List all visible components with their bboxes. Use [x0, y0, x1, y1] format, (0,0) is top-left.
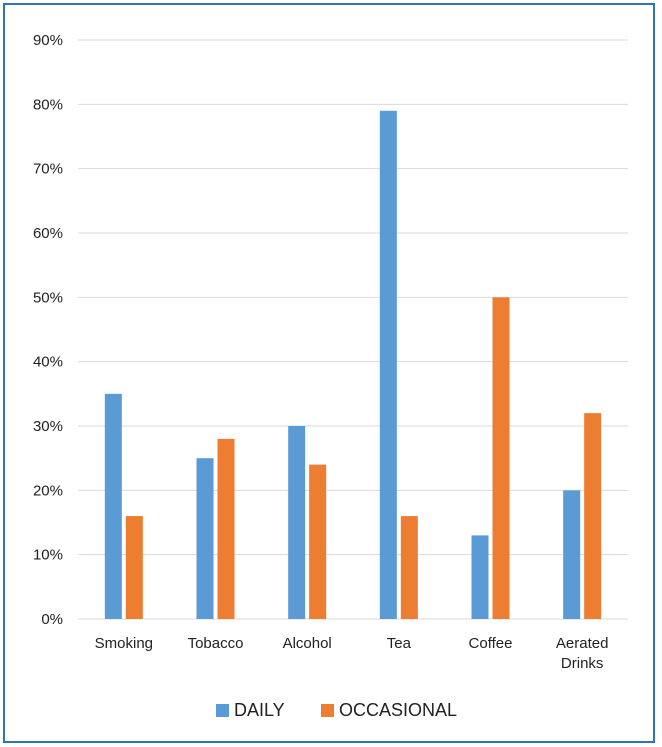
bar-occasional-2	[309, 464, 327, 619]
y-tick-label: 90%	[33, 32, 63, 49]
y-tick-label: 50%	[33, 289, 63, 306]
legend-label-occasional: OCCASIONAL	[339, 700, 457, 720]
y-tick-label: 30%	[33, 418, 63, 435]
bar-daily-2	[288, 426, 306, 619]
y-tick-label: 60%	[33, 225, 63, 242]
bar-occasional-5	[584, 413, 602, 619]
bar-daily-0	[104, 393, 122, 619]
x-category-label: Tea	[387, 635, 412, 652]
y-tick-label: 70%	[33, 161, 63, 178]
y-tick-label: 80%	[33, 96, 63, 113]
bar-daily-4	[471, 535, 489, 619]
x-category-label: Drinks	[561, 655, 604, 672]
x-category-label: Aerated	[556, 635, 609, 652]
y-tick-label: 0%	[41, 611, 63, 628]
bar-occasional-3	[400, 516, 418, 619]
y-tick-label: 20%	[33, 482, 63, 499]
bar-daily-3	[379, 110, 397, 620]
bar-occasional-4	[492, 297, 510, 619]
chart-frame	[3, 3, 655, 743]
legend-swatch-daily	[216, 704, 229, 717]
x-category-label: Alcohol	[283, 635, 332, 652]
legend-swatch-occasional	[321, 704, 334, 717]
bar-occasional-1	[217, 438, 235, 619]
y-tick-label: 10%	[33, 547, 63, 564]
x-category-label: Coffee	[469, 635, 513, 652]
bar-daily-5	[563, 490, 581, 619]
bar-occasional-0	[125, 516, 143, 619]
y-tick-label: 40%	[33, 354, 63, 371]
x-category-label: Tobacco	[188, 635, 244, 652]
legend-label-daily: DAILY	[234, 700, 285, 720]
x-category-label: Smoking	[95, 635, 153, 652]
bar-daily-1	[196, 458, 214, 619]
